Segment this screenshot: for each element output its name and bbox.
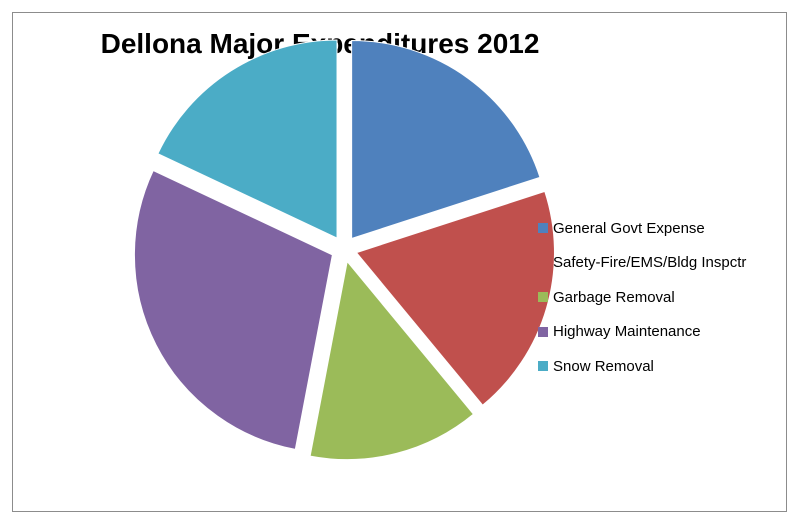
legend-item: Garbage Removal: [538, 280, 746, 315]
pie-slice-highway-maintenance: [133, 169, 333, 450]
legend-swatch: [538, 361, 548, 372]
legend-label: Garbage Removal: [553, 288, 675, 306]
legend-swatch: [538, 326, 548, 337]
pie-slice-garbage-removal: [309, 260, 475, 461]
legend-item: Safety-Fire/EMS/Bldg Inspctr: [538, 246, 746, 281]
legend-swatch: [538, 292, 548, 303]
legend-item: Snow Removal: [538, 349, 746, 384]
legend-item: General Govt Expense: [538, 211, 746, 246]
legend-label: Highway Maintenance: [553, 323, 701, 341]
legend-swatch: [538, 223, 548, 234]
pie-slice-general-govt-expense: [351, 39, 541, 240]
legend-label: General Govt Expense: [553, 219, 705, 237]
legend-label: Safety-Fire/EMS/Bldg Inspctr: [553, 254, 747, 272]
legend: General Govt Expense Safety-Fire/EMS/Bldg…: [538, 211, 746, 384]
legend-label: Snow Removal: [553, 357, 654, 375]
pie-slice-safety-fire-ems-bldg-inspctr: [355, 190, 555, 406]
legend-item: Highway Maintenance: [538, 315, 746, 350]
legend-swatch: [538, 257, 548, 268]
pie-slice-snow-removal: [157, 39, 338, 239]
